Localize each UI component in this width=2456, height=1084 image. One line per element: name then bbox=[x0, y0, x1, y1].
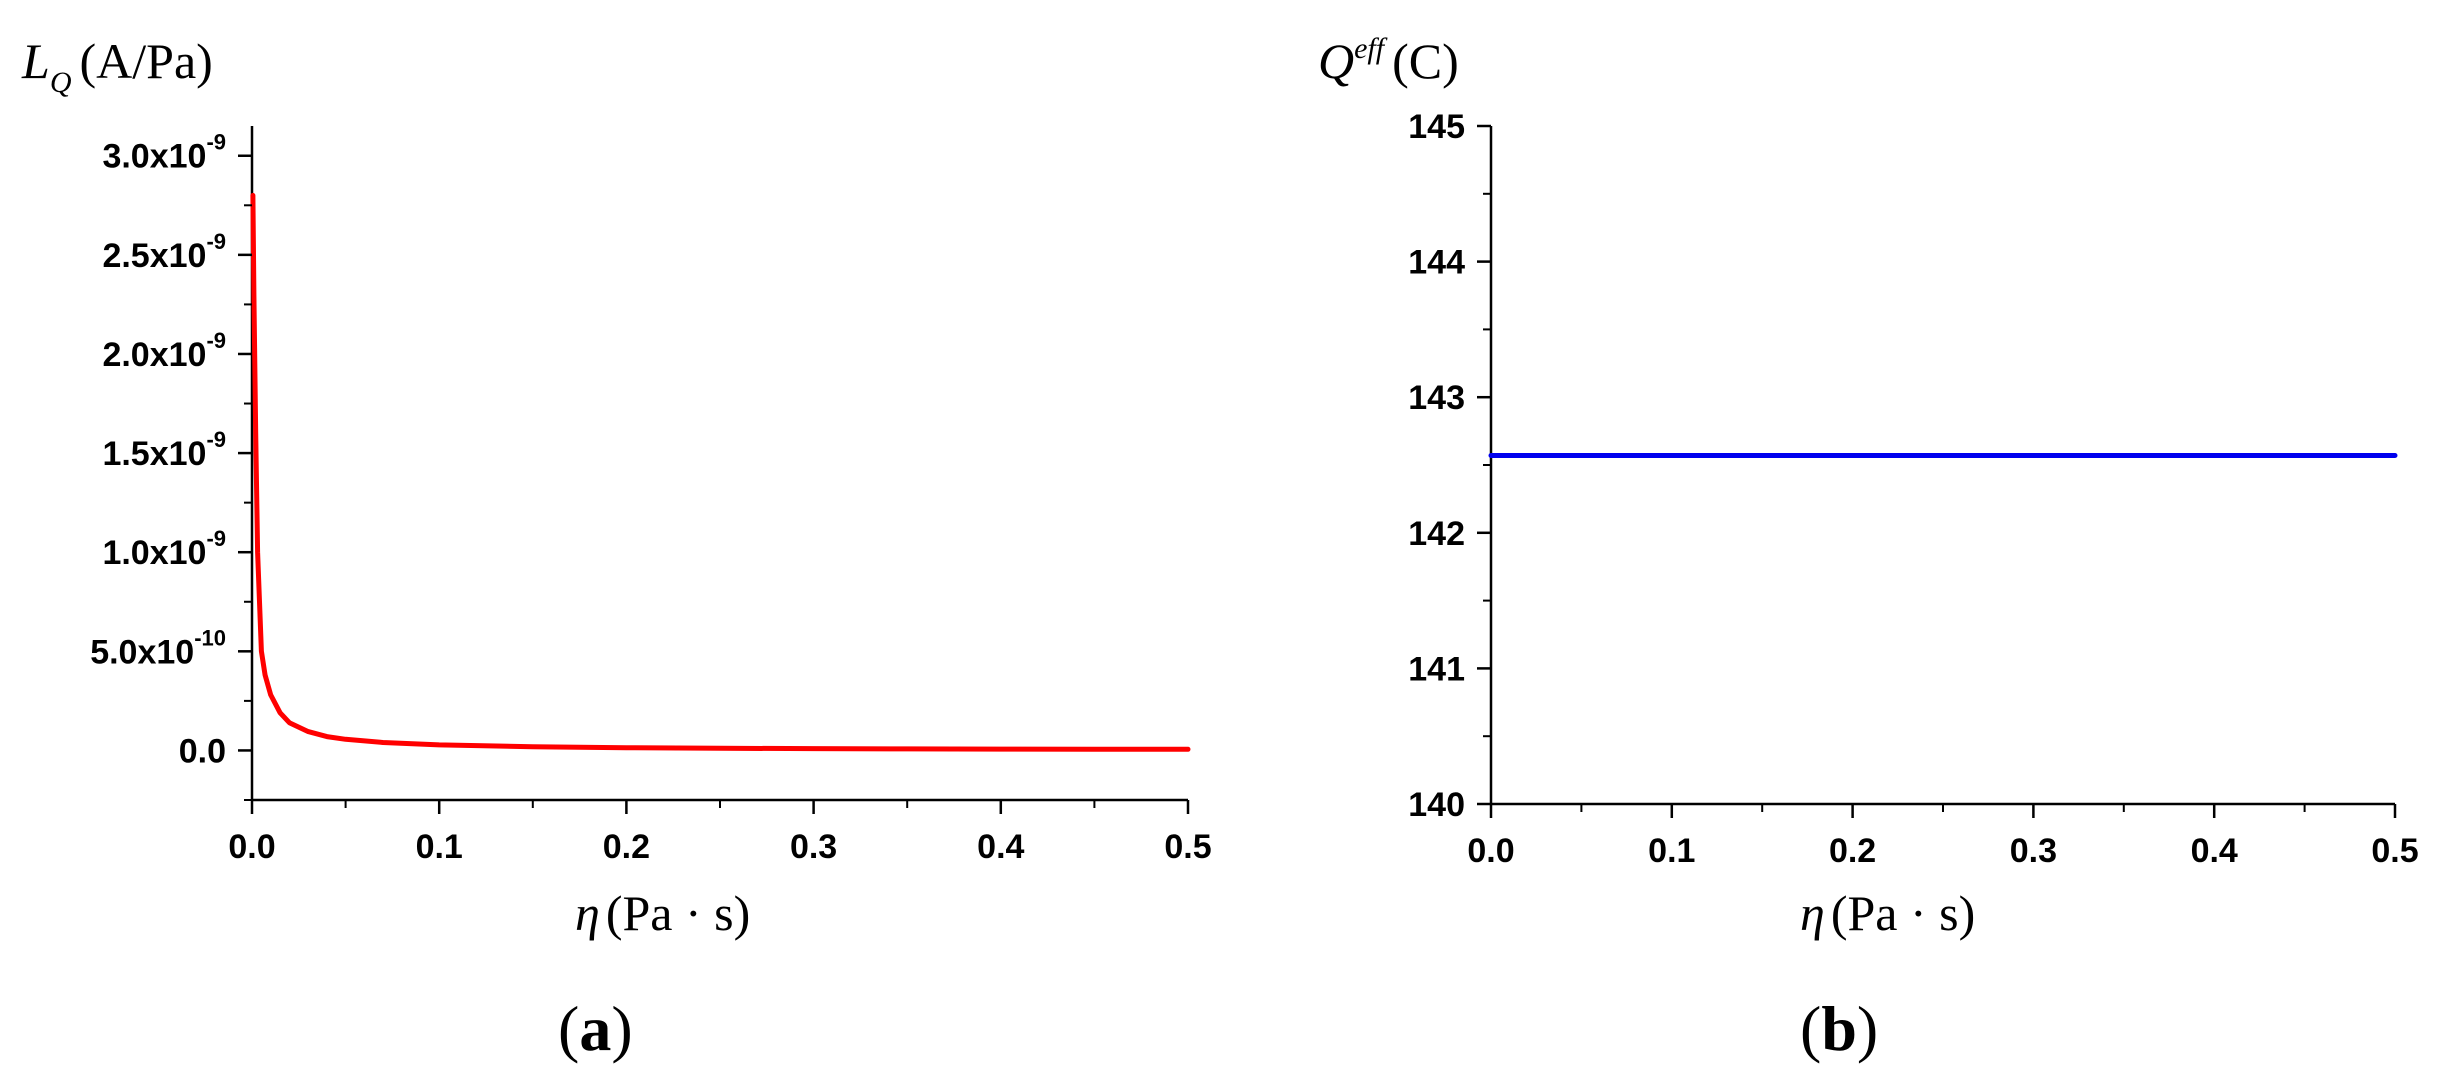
panel-b-xticks: 0.0 0.1 0.2 0.3 0.4 0.5 bbox=[1467, 804, 2419, 870]
panel-b-axes bbox=[1489, 126, 2395, 806]
panel-a-xticks: 0.0 0.1 0.2 0.3 0.4 0.5 bbox=[228, 800, 1212, 866]
panel-b: 0.0 0.1 0.2 0.3 0.4 0.5 140 141 142 143 144 145 Qe… bbox=[1318, 32, 2419, 1064]
panel-a-x-tick-label: 0.0 bbox=[228, 828, 275, 866]
panel-b-y-tick-label: 144 bbox=[1408, 244, 1465, 282]
panel-a-label: (a) bbox=[558, 993, 633, 1064]
panel-b-x-tick-label: 0.0 bbox=[1467, 832, 1514, 870]
panel-b-y-tick-label: 145 bbox=[1408, 108, 1465, 146]
panel-a-x-tick-label: 0.3 bbox=[790, 828, 837, 866]
panel-b-y-tick-label: 141 bbox=[1408, 650, 1465, 688]
panel-b-x-tick-label: 0.3 bbox=[2010, 832, 2057, 870]
panel-a-y-tick-label: 2.0x10-9 bbox=[102, 328, 226, 374]
panel-a-x-tick-label: 0.4 bbox=[977, 828, 1024, 866]
panel-b-yticks: 140 141 142 143 144 145 bbox=[1408, 108, 1491, 824]
panel-a-y-tick-label: 1.5x10-9 bbox=[102, 427, 226, 473]
panel-a-series bbox=[250, 192, 1191, 752]
panel-b-y-axis-title: Qeff (C) bbox=[1318, 32, 1459, 89]
panel-a-series-line bbox=[250, 192, 1191, 752]
panel-a-x-tick-label: 0.1 bbox=[416, 828, 463, 866]
panel-b-x-tick-label: 0.5 bbox=[2371, 832, 2418, 870]
panel-a-y-tick-label: 2.5x10-9 bbox=[102, 229, 226, 275]
panel-a-axes bbox=[250, 126, 1188, 802]
panel-a-y-tick-label: 5.0x10-10 bbox=[90, 625, 226, 671]
panel-b-y-tick-label: 140 bbox=[1408, 786, 1465, 824]
panel-a-y-tick-label: 3.0x10-9 bbox=[102, 130, 226, 176]
panel-b-x-tick-label: 0.2 bbox=[1829, 832, 1876, 870]
panel-b-y-tick-label: 142 bbox=[1408, 515, 1465, 553]
panel-a-yticks: 0.0 5.0x10-10 1.0x10-9 1.5x10-9 2.0x10-9 2.5x… bbox=[90, 130, 252, 801]
panel-b-x-tick-label: 0.4 bbox=[2191, 832, 2238, 870]
panel-a-y-axis-title: LQ (A/Pa) bbox=[21, 33, 213, 99]
panel-b-y-tick-label: 143 bbox=[1408, 379, 1465, 417]
panel-b-x-axis-title: η (Pa · s) bbox=[1800, 885, 1975, 941]
panel-b-x-tick-label: 0.1 bbox=[1648, 832, 1695, 870]
panel-a-y-tick-label: 1.0x10-9 bbox=[102, 526, 226, 572]
panel-a-y-tick-label: 0.0 bbox=[179, 732, 226, 770]
panel-b-label: (b) bbox=[1800, 993, 1878, 1064]
panel-a-x-axis-title: η (Pa · s) bbox=[575, 885, 750, 941]
panel-a-x-tick-label: 0.2 bbox=[603, 828, 650, 866]
panel-a: 0.0 0.1 0.2 0.3 0.4 0.5 0.0 5.0x10-10 1.0x10-9 1… bbox=[21, 33, 1212, 1064]
panel-a-x-tick-label: 0.5 bbox=[1164, 828, 1211, 866]
